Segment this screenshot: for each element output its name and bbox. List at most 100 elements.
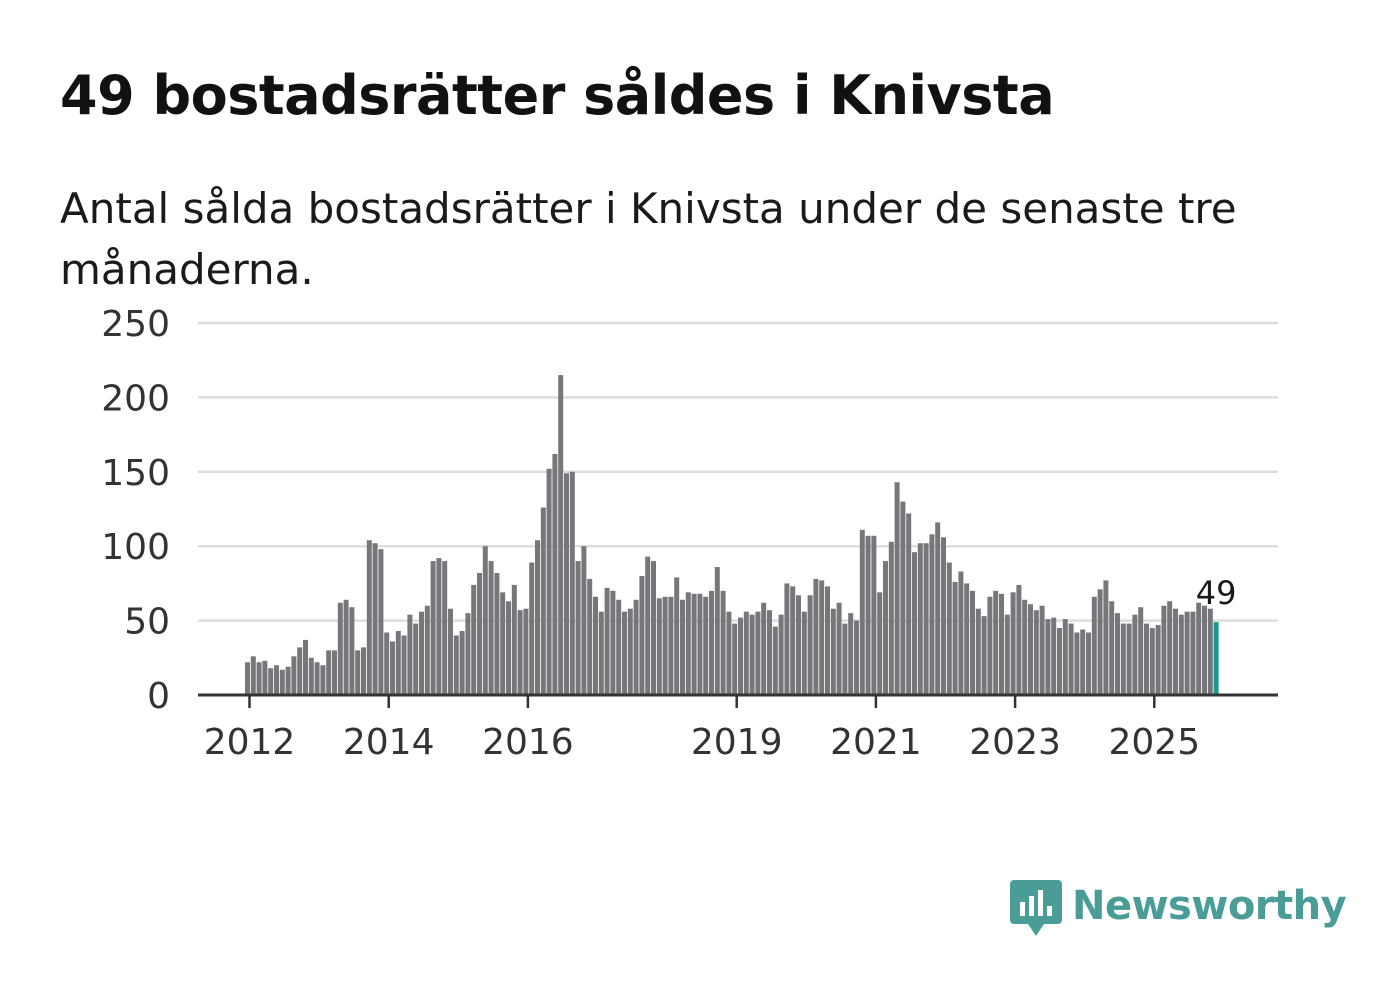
bar	[535, 540, 540, 695]
bar	[796, 595, 801, 695]
bar	[1045, 619, 1051, 695]
bar	[627, 608, 633, 695]
bar	[767, 610, 772, 695]
bar	[697, 593, 703, 695]
grid-lines	[198, 321, 1278, 622]
bar	[511, 584, 517, 695]
bar	[384, 632, 390, 695]
bar	[448, 608, 453, 695]
bar	[1109, 601, 1115, 695]
bar	[604, 587, 610, 695]
bar	[1167, 601, 1173, 695]
bar-highlight	[1213, 622, 1219, 695]
bar	[517, 610, 523, 695]
bar	[274, 665, 279, 695]
bar	[975, 608, 981, 695]
bar	[349, 607, 355, 695]
bar	[459, 631, 465, 695]
bar	[807, 595, 813, 695]
bar	[639, 575, 645, 695]
bar	[946, 562, 952, 695]
bar	[865, 535, 871, 695]
bar	[1149, 628, 1155, 695]
bar	[1068, 623, 1074, 695]
bar	[616, 599, 622, 695]
bar	[668, 596, 674, 695]
bar	[680, 599, 685, 695]
bar	[500, 592, 506, 695]
bar	[883, 561, 888, 695]
bar	[622, 611, 627, 695]
bar	[1138, 607, 1144, 695]
y-tick-label: 0	[147, 676, 170, 717]
bar	[1091, 596, 1097, 695]
y-tick-label: 200	[101, 378, 170, 419]
bar	[1033, 610, 1039, 695]
bar	[1161, 605, 1167, 695]
bar	[755, 611, 761, 695]
bar	[738, 617, 743, 695]
bar	[1039, 605, 1045, 695]
bar	[430, 561, 436, 695]
bar	[413, 623, 419, 695]
bar	[308, 657, 314, 695]
x-tick-label: 2025	[1108, 722, 1200, 763]
bar	[830, 608, 836, 695]
bar	[877, 592, 883, 695]
brand-name: Newsworthy	[1072, 883, 1347, 929]
x-tick-label: 2019	[691, 722, 783, 763]
bar	[1004, 614, 1010, 695]
bar	[587, 578, 593, 695]
bar	[1051, 617, 1057, 695]
bar	[1155, 625, 1161, 695]
bar	[674, 577, 680, 695]
y-tick-label: 100	[101, 527, 170, 568]
bar	[743, 611, 749, 695]
chart-subtitle: Antal sålda bostadsrätter i Knivsta unde…	[60, 184, 1237, 294]
bar	[250, 656, 256, 695]
bar	[279, 669, 285, 695]
bar	[1120, 623, 1126, 695]
bar	[1074, 632, 1080, 695]
bar	[337, 602, 343, 695]
bar	[471, 584, 477, 695]
bar	[581, 546, 587, 695]
bar	[593, 596, 598, 695]
bar	[935, 522, 941, 695]
bar	[1062, 619, 1068, 695]
bar	[656, 598, 662, 695]
bar	[1173, 608, 1178, 695]
bar	[709, 590, 714, 695]
bar	[633, 599, 639, 695]
bar	[523, 608, 529, 695]
bar	[651, 561, 656, 695]
bar	[685, 592, 691, 695]
bar	[343, 599, 349, 695]
bar	[303, 639, 308, 695]
x-axis: 2012 2014 2016 2019 2021 2023 2025	[198, 693, 1278, 763]
bar	[732, 623, 738, 695]
bar	[598, 611, 604, 695]
bar	[378, 549, 384, 695]
bar	[1115, 613, 1120, 695]
bar	[407, 614, 413, 695]
bar	[970, 590, 975, 695]
bar	[245, 662, 250, 695]
bar	[987, 596, 993, 695]
bar	[268, 668, 274, 695]
bar	[558, 375, 564, 695]
bar	[1202, 605, 1207, 695]
bar	[813, 578, 819, 695]
bar	[1126, 623, 1132, 695]
y-tick-label: 250	[101, 304, 170, 345]
bar	[355, 650, 361, 695]
y-tick-label: 50	[124, 602, 170, 643]
bar	[477, 572, 482, 695]
bar	[262, 660, 268, 695]
bar	[819, 580, 825, 695]
bar	[1144, 623, 1149, 695]
x-tick-label: 2023	[969, 722, 1061, 763]
bar	[836, 602, 842, 695]
bar	[390, 641, 395, 695]
